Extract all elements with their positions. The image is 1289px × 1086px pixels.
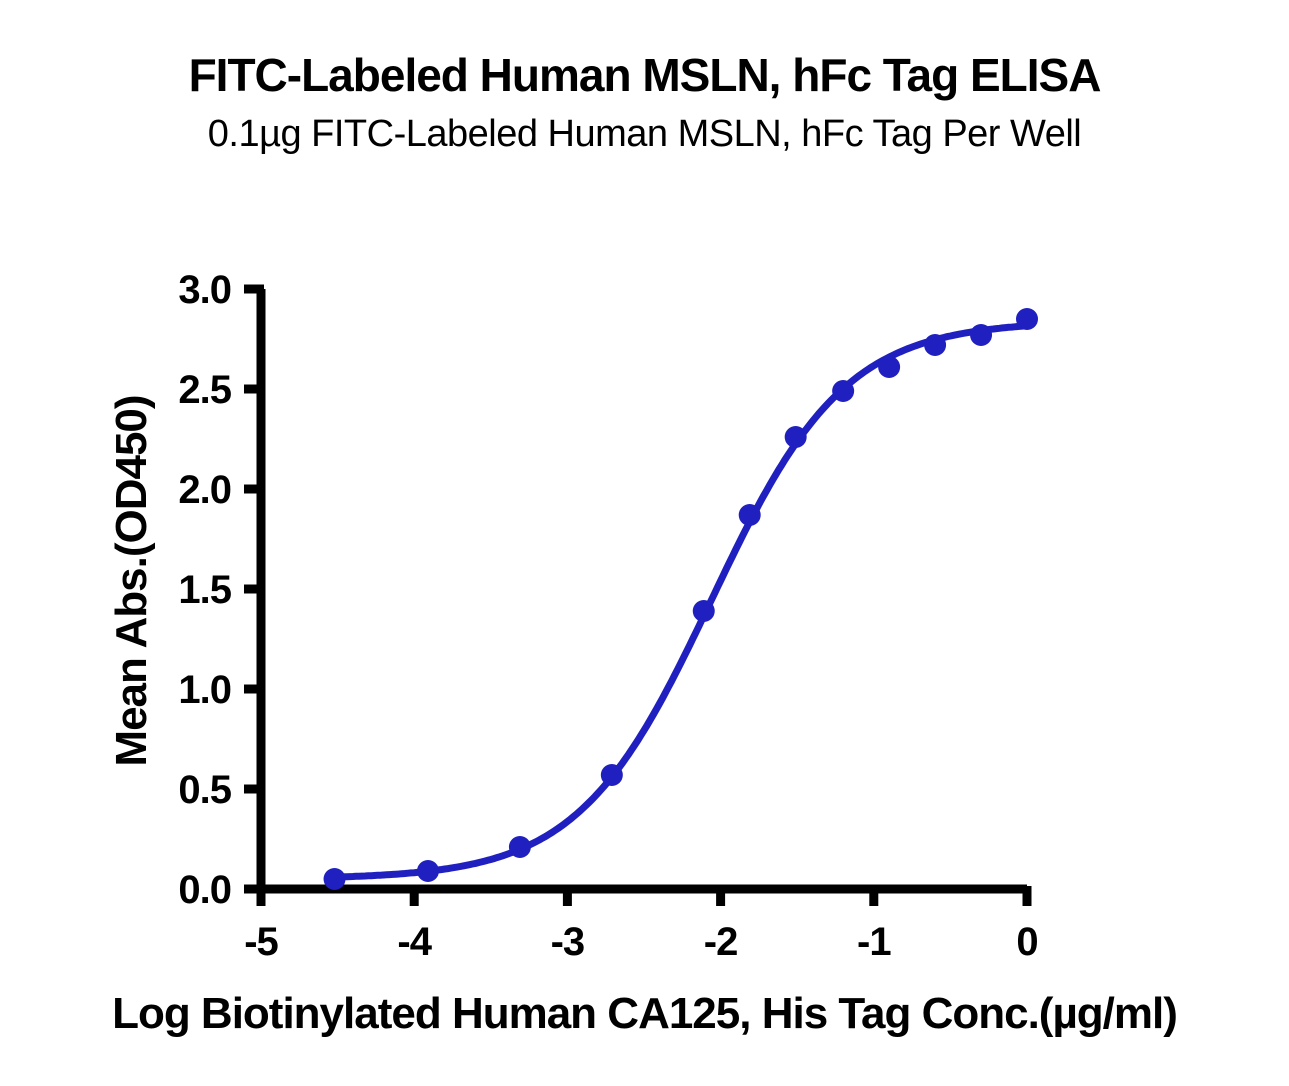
data-point — [323, 868, 346, 890]
x-tick-label: 0 — [1016, 920, 1037, 964]
y-tick-label: 1.5 — [178, 568, 231, 612]
data-point — [832, 380, 855, 402]
y-tick-label: 3.0 — [178, 268, 231, 312]
data-point — [416, 860, 439, 882]
x-tick-label: -4 — [397, 920, 432, 964]
data-point — [692, 600, 715, 622]
data-point — [738, 504, 761, 526]
chart-title: FITC-Labeled Human MSLN, hFc Tag ELISA — [188, 49, 1102, 101]
x-tick-label: -1 — [857, 920, 891, 964]
data-point — [924, 334, 947, 356]
y-tick-label: 2.0 — [178, 468, 231, 512]
x-tick-label: -5 — [244, 920, 278, 964]
fit-curve — [331, 322, 1031, 881]
data-point — [878, 356, 901, 378]
x-tick-label: -3 — [551, 920, 585, 964]
y-tick-label: 1.0 — [178, 668, 231, 712]
x-axis-label: Log Biotinylated Human CA125, His Tag Co… — [112, 989, 1178, 1038]
y-axis-label: Mean Abs.(OD450) — [107, 395, 156, 767]
data-point — [508, 836, 531, 858]
chart-subtitle: 0.1µg FITC-Labeled Human MSLN, hFc Tag P… — [207, 113, 1082, 155]
y-tick-label: 0.0 — [178, 868, 231, 912]
data-point — [784, 426, 807, 448]
y-tick-label: 2.5 — [178, 368, 231, 412]
data-point — [1016, 308, 1038, 330]
x-tick-label: -2 — [704, 920, 738, 964]
y-tick-label: 0.5 — [178, 768, 231, 812]
data-point — [970, 324, 993, 346]
data-point — [600, 764, 623, 786]
axes-spine — [256, 289, 1027, 894]
